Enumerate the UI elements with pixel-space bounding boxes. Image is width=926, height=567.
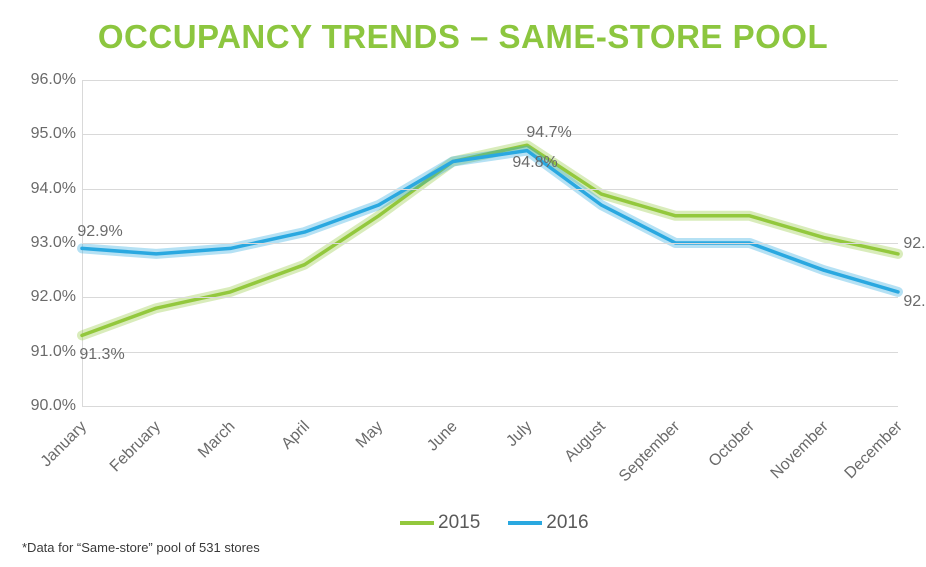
- y-axis-tick-label: 95.0%: [31, 125, 82, 143]
- data-point-label: 91.3%: [79, 346, 124, 364]
- gridline: [82, 134, 898, 135]
- gridline: [82, 243, 898, 244]
- y-axis-tick-label: 93.0%: [31, 234, 82, 252]
- y-axis-tick-label: 96.0%: [31, 71, 82, 89]
- footnote: *Data for “Same-store” pool of 531 store…: [22, 540, 260, 555]
- legend-label: 2016: [546, 512, 588, 534]
- legend-label: 2015: [438, 512, 480, 534]
- legend-swatch: [400, 521, 434, 525]
- gridline: [82, 297, 898, 298]
- series-line: [82, 145, 898, 335]
- y-axis-tick-label: 94.0%: [31, 180, 82, 198]
- chart-title: OCCUPANCY TRENDS – SAME-STORE POOL: [0, 18, 926, 56]
- gridline: [82, 189, 898, 190]
- data-point-label: 92.8%: [903, 235, 926, 253]
- series-glow: [82, 145, 898, 335]
- gridline: [82, 406, 898, 407]
- legend-swatch: [508, 521, 542, 525]
- y-axis-tick-label: 90.0%: [31, 397, 82, 415]
- plot-area: 90.0%91.0%92.0%93.0%94.0%95.0%96.0%Janua…: [82, 80, 898, 406]
- data-point-label: 94.7%: [526, 124, 571, 142]
- gridline: [82, 80, 898, 81]
- legend-item: 2016: [508, 512, 588, 534]
- y-axis-tick-label: 91.0%: [31, 343, 82, 361]
- gridline: [82, 352, 898, 353]
- chart-container: { "chart": { "type": "line", "title": "O…: [0, 0, 926, 567]
- data-point-label: 92.9%: [77, 223, 122, 241]
- data-point-label: 94.8%: [512, 154, 557, 172]
- y-axis-tick-label: 92.0%: [31, 288, 82, 306]
- legend-item: 2015: [400, 512, 480, 534]
- legend: 2015 2016: [400, 512, 589, 534]
- data-point-label: 92.1%: [903, 293, 926, 311]
